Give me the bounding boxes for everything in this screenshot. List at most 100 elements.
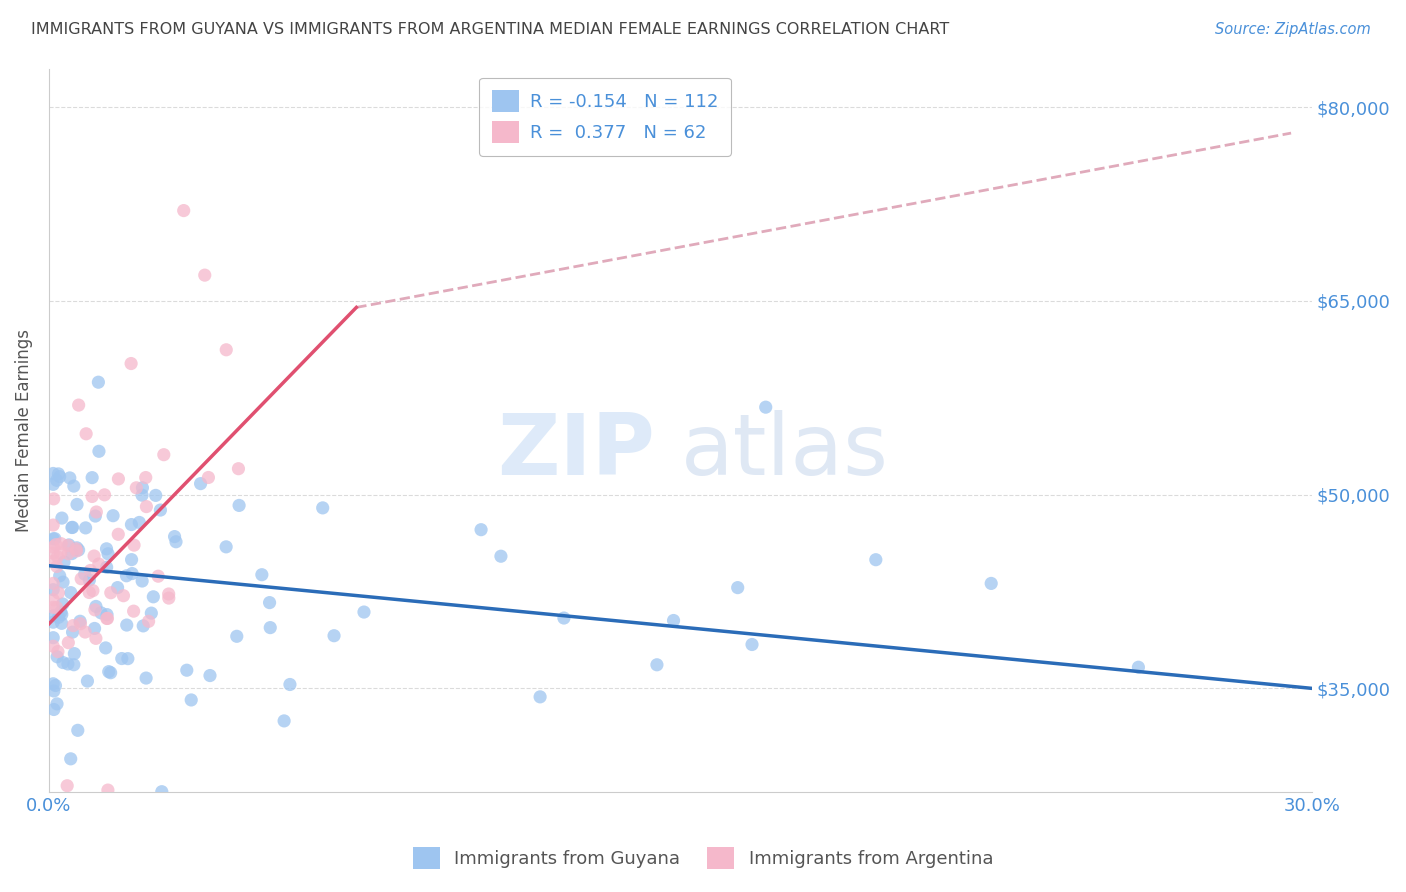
Text: Source: ZipAtlas.com: Source: ZipAtlas.com (1215, 22, 1371, 37)
Point (148, 569, 170, 583)
Point (75, 426, 97, 441)
Point (323, 629, 346, 643)
Point (49, 605, 72, 619)
Point (49, 546, 72, 560)
Point (489, 549, 512, 564)
Point (58, 635, 80, 649)
Point (149, 503, 172, 517)
Point (82, 583, 104, 598)
Point (173, 203, 195, 218)
Point (84, 632, 107, 646)
Point (165, 534, 187, 549)
Point (42, 554, 65, 568)
Point (75, 521, 97, 535)
Point (42, 702, 65, 716)
Point (42, 491, 65, 506)
Point (83, 549, 105, 563)
Point (107, 581, 129, 595)
Point (48, 469, 70, 483)
Point (194, 268, 217, 282)
Point (60, 520, 83, 534)
Point (65, 544, 87, 558)
Point (42, 546, 65, 560)
Point (76, 674, 98, 689)
Point (42, 518, 65, 533)
Point (75, 625, 97, 640)
Point (42, 532, 65, 546)
Point (153, 448, 176, 462)
Point (727, 581, 749, 595)
Point (42, 576, 65, 591)
Point (97, 547, 120, 561)
Point (94, 640, 117, 655)
Point (42, 639, 65, 653)
Point (97, 783, 120, 797)
Point (62, 479, 84, 493)
Text: IMMIGRANTS FROM GUYANA VS IMMIGRANTS FROM ARGENTINA MEDIAN FEMALE EARNINGS CORRE: IMMIGRANTS FROM GUYANA VS IMMIGRANTS FRO… (31, 22, 949, 37)
Point (84, 603, 107, 617)
Point (190, 476, 212, 491)
Point (62, 520, 84, 534)
Point (273, 714, 295, 728)
Point (59, 585, 82, 599)
Point (180, 693, 202, 707)
Point (131, 488, 153, 502)
Point (132, 619, 155, 633)
Point (65, 541, 87, 556)
Point (51, 616, 73, 631)
Point (107, 527, 129, 541)
Point (42, 684, 65, 698)
Text: atlas: atlas (681, 410, 889, 493)
Point (87, 375, 110, 389)
Point (42, 582, 65, 597)
Point (138, 615, 160, 629)
Point (96, 611, 118, 625)
Point (157, 587, 180, 601)
Point (63, 657, 86, 672)
Point (120, 357, 142, 371)
Point (117, 651, 139, 665)
Point (51, 511, 73, 525)
Point (96, 611, 118, 625)
Point (73, 567, 96, 582)
Point (45, 559, 67, 574)
Point (62, 618, 84, 632)
Point (662, 614, 685, 628)
Point (215, 540, 238, 554)
Point (228, 499, 250, 513)
Point (60, 547, 83, 561)
Point (755, 400, 778, 414)
Point (45, 473, 67, 487)
Point (83, 622, 105, 636)
Point (59, 471, 82, 485)
Point (101, 508, 124, 523)
Point (120, 517, 142, 532)
Point (52, 656, 75, 670)
Point (470, 523, 492, 537)
Point (176, 663, 198, 677)
Point (122, 604, 145, 618)
Point (135, 470, 157, 484)
Point (66, 498, 89, 512)
Point (66, 541, 89, 555)
Legend: R = -0.154   N = 112, R =  0.377   N = 62: R = -0.154 N = 112, R = 0.377 N = 62 (479, 78, 731, 156)
Point (96, 607, 118, 622)
Point (45, 538, 67, 552)
Point (42, 615, 65, 630)
Point (553, 611, 575, 625)
Point (87, 444, 110, 458)
Point (125, 481, 148, 495)
Point (42, 600, 65, 615)
Point (135, 671, 157, 685)
Point (79, 564, 101, 578)
Point (93, 488, 115, 502)
Point (96, 541, 118, 556)
Point (52, 575, 75, 590)
Point (84, 509, 107, 524)
Point (70, 572, 93, 586)
Point (90, 606, 112, 620)
Point (45, 600, 67, 615)
Point (353, 605, 375, 619)
Point (46, 644, 69, 658)
Point (42, 608, 65, 623)
